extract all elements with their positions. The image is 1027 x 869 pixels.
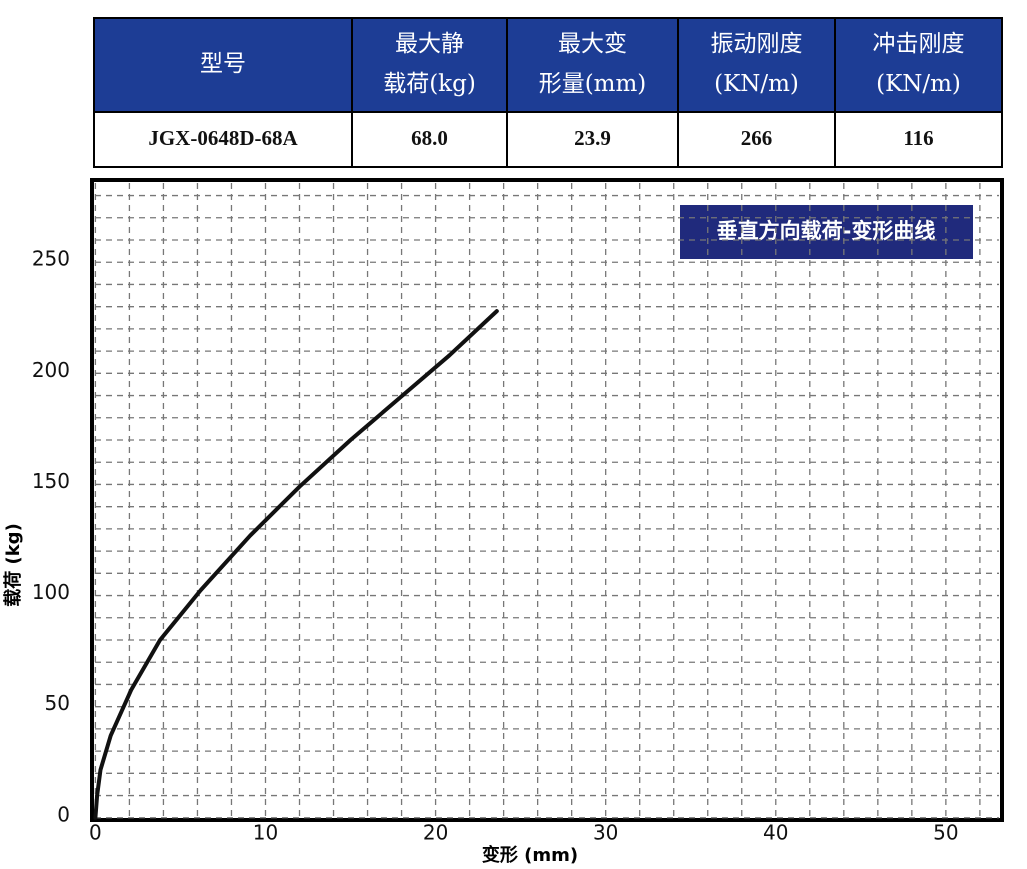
- y-tick-label: 0: [57, 802, 70, 826]
- y-axis-label: 载荷 (kg): [2, 523, 24, 607]
- plot-frame: [90, 178, 1004, 822]
- y-tick-label: 50: [45, 691, 70, 715]
- x-tick-label: 10: [253, 821, 278, 845]
- table-cell: 23.9: [574, 126, 611, 150]
- table-cell: 68.0: [411, 126, 448, 150]
- y-tick-label: 100: [32, 580, 70, 604]
- table-header: (KN/m): [876, 71, 961, 97]
- table-header: 冲击刚度: [873, 31, 965, 57]
- table-header: 最大变: [558, 31, 627, 57]
- x-tick-label: 50: [933, 821, 958, 845]
- x-axis-label: 变形 (mm): [482, 844, 578, 866]
- table-header: 形量(mm): [539, 71, 647, 97]
- table-header: 最大静: [395, 31, 464, 57]
- annotation-box: [680, 205, 973, 259]
- data-line: [93, 309, 499, 820]
- x-tick-label: 0: [89, 821, 102, 845]
- y-tick-label: 200: [32, 358, 70, 382]
- y-tick-label: 150: [32, 469, 70, 493]
- table-header: 载荷(kg): [383, 71, 476, 97]
- y-tick-label: 250: [32, 247, 70, 271]
- table-cell: 116: [903, 126, 933, 150]
- table-header: (KN/m): [714, 71, 799, 97]
- table-cell: JGX-0648D-68A: [148, 126, 298, 150]
- table-header: 振动刚度: [711, 31, 803, 57]
- x-tick-label: 40: [763, 821, 788, 845]
- table-cell: 266: [741, 126, 773, 150]
- table-header: 型号: [200, 51, 246, 77]
- table-header-bg: [93, 17, 1003, 113]
- table-row-bg: [93, 111, 1003, 168]
- annotation: 垂直方向载荷-变形曲线: [717, 219, 936, 243]
- x-tick-label: 30: [593, 821, 618, 845]
- x-tick-label: 20: [423, 821, 448, 845]
